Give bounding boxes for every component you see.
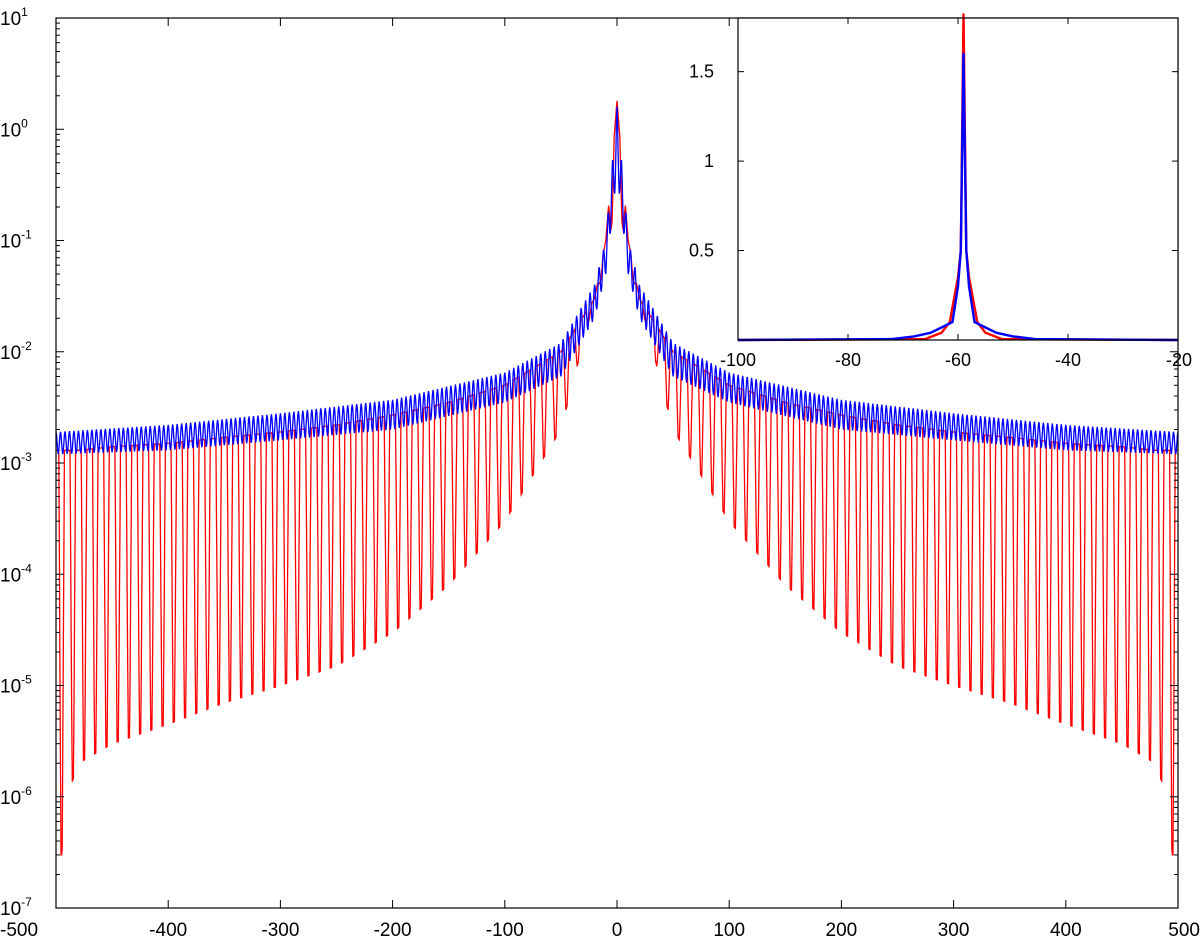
inset-red-series-line [737, 13, 1179, 342]
main-y-tick-label: 10-5 [0, 673, 32, 698]
inset-blue-series-line [737, 52, 1179, 342]
main-y-tick-exponent: -5 [21, 673, 32, 687]
inset-chart: -100 -80 -60 -40 -20 0.5 1 1.5 [689, 13, 1192, 370]
main-x-tick-label: -300 [261, 920, 299, 941]
main-y-tick-label: 10-7 [0, 895, 32, 920]
main-x-axis: -500 -400 -300 -200 -100 0 100 200 300 400 500 [0, 18, 1200, 941]
main-y-tick-label: 10-2 [0, 339, 32, 364]
main-x-tick-label: 0 [612, 920, 623, 941]
inset-y-tick-label: 0.5 [689, 241, 714, 261]
main-y-tick-exponent: -7 [21, 895, 32, 909]
main-x-tick-label: -500 [0, 920, 38, 941]
main-y-tick-base: 10 [0, 899, 21, 920]
main-y-tick-exponent: -2 [21, 339, 32, 353]
main-red-series-group [56, 100, 1178, 856]
inset-y-tick-label: 1.5 [689, 62, 714, 82]
main-y-tick-exponent: -3 [21, 450, 32, 464]
inset-x-tick-label: -100 [720, 350, 756, 370]
main-blue-series-group [55, 106, 1179, 455]
main-y-tick-base: 10 [0, 343, 21, 364]
main-y-tick-base: 10 [0, 788, 21, 809]
main-y-tick-base: 10 [0, 677, 21, 698]
main-y-tick-label: 10-3 [0, 450, 32, 475]
main-x-tick-label: -200 [374, 920, 412, 941]
main-x-tick-label: 200 [826, 920, 858, 941]
main-x-tick-label: 400 [1050, 920, 1082, 941]
main-x-tick-label: 300 [938, 920, 970, 941]
main-x-tick-label: 100 [713, 920, 745, 941]
main-red-series-line [56, 100, 1178, 856]
main-blue-series-line [55, 106, 1179, 455]
main-y-tick-label: 10-6 [0, 784, 32, 809]
main-y-tick-base: 10 [0, 454, 21, 475]
main-y-tick-label: 10-1 [0, 228, 32, 253]
inset-series-group [737, 13, 1179, 342]
main-y-tick-exponent: -1 [21, 228, 32, 242]
main-y-tick-label: 100 [0, 116, 28, 141]
inset-x-tick-label: -40 [1055, 350, 1081, 370]
inset-y-tick-label: 1 [704, 151, 714, 171]
main-y-tick-label: 10-4 [0, 561, 32, 586]
main-x-tick-label: 500 [1168, 920, 1200, 941]
main-x-tick-label: -400 [149, 920, 187, 941]
inset-x-tick-label: -20 [1166, 350, 1192, 370]
main-x-tick-label: -100 [486, 920, 524, 941]
main-y-tick-exponent: -6 [21, 784, 32, 798]
main-y-tick-base: 10 [0, 565, 21, 586]
inset-x-axis: -100 -80 -60 -40 -20 [720, 18, 1192, 370]
main-y-tick-base: 10 [0, 232, 21, 253]
main-y-tick-base: 10 [0, 9, 21, 30]
main-y-tick-exponent: 1 [21, 5, 28, 19]
main-y-tick-base: 10 [0, 120, 21, 141]
main-y-tick-label: 101 [0, 5, 28, 30]
inset-x-tick-label: -80 [835, 350, 861, 370]
main-y-tick-exponent: 0 [21, 116, 28, 130]
main-y-tick-exponent: -4 [21, 561, 32, 575]
inset-x-tick-label: -60 [945, 350, 971, 370]
inset-y-axis: 0.5 1 1.5 [689, 62, 1178, 261]
